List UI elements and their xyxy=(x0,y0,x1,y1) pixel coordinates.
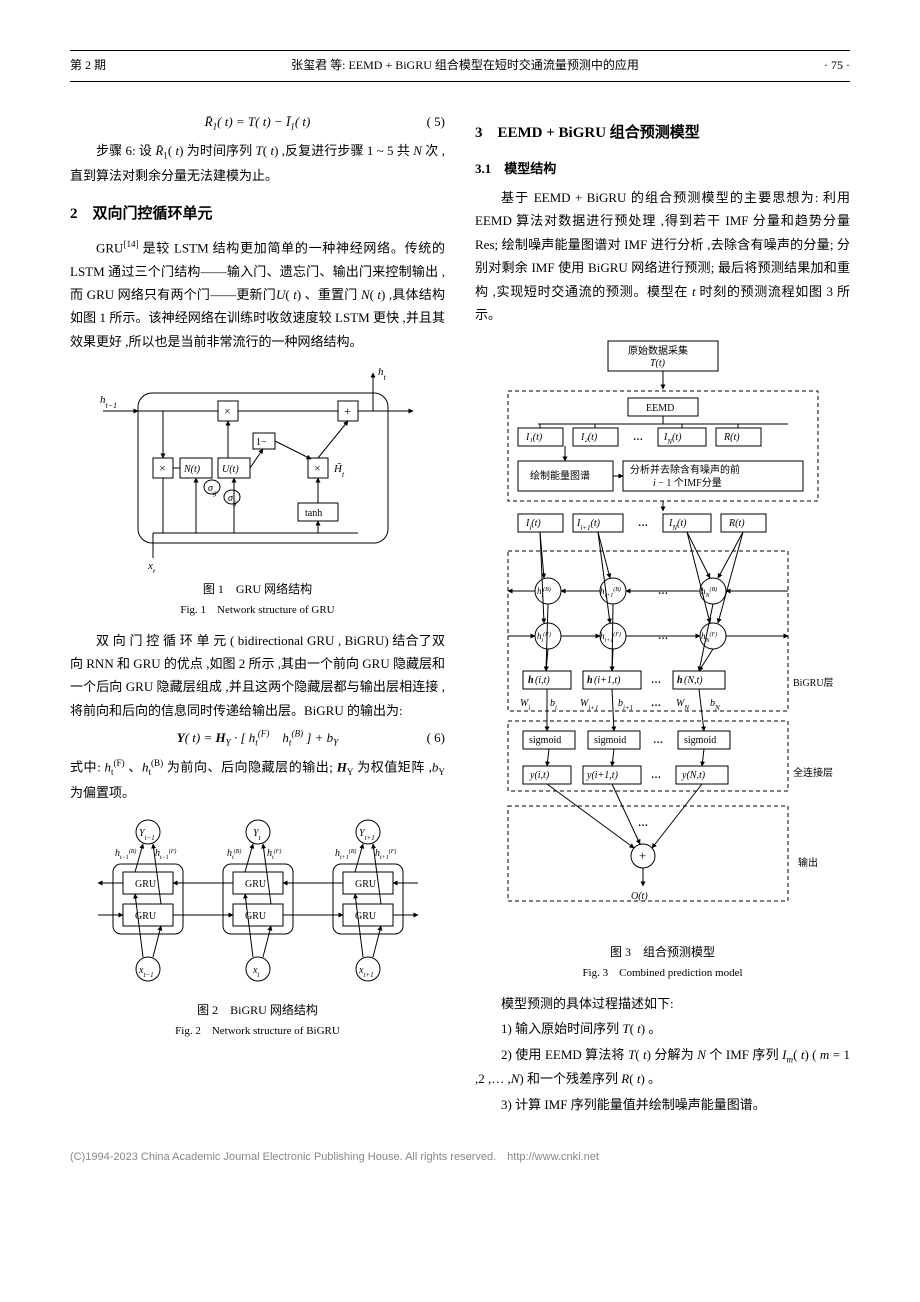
svg-text:…: … xyxy=(633,432,643,443)
svg-text:bi+1: bi+1 xyxy=(618,698,633,712)
svg-text:ht−1: ht−1 xyxy=(100,394,117,410)
svg-text:全连接层: 全连接层 xyxy=(793,766,833,779)
fig1-caption-en: Fig. 1 Network structure of GRU xyxy=(70,601,445,621)
svg-text:U(t): U(t) xyxy=(222,464,239,475)
fig3-svg: 原始数据采集 T(t) EEMD I₁(t) I₂(t) … IN(t) R(t… xyxy=(488,336,838,936)
process-step-3: 3) 计算 IMF 序列能量值并绘制噪声能量图谱。 xyxy=(475,1093,850,1116)
svg-text:ht: ht xyxy=(378,366,387,382)
header-page: · 75 · xyxy=(824,55,850,77)
svg-text:i − 1 个IMF分量: i − 1 个IMF分量 xyxy=(653,477,722,489)
svg-text:×: × xyxy=(314,461,321,475)
header-title: 张玺君 等: EEMD + BiGRU 组合模型在短时交通流量预测中的应用 xyxy=(291,55,639,77)
svg-text:×: × xyxy=(224,404,231,418)
svg-text:σg: σg xyxy=(208,483,217,497)
fig2-svg: Yt−1 Yt Yt+1 ht−1(B) ht−1(F) ht(B) ht(F)… xyxy=(93,814,423,994)
section-2-para-1: GRU[14] 是较 LSTM 结构更加简单的一种神经网络。传统的 LSTM 通… xyxy=(70,236,445,353)
svg-text:…: … xyxy=(653,735,663,746)
svg-text:σg: σg xyxy=(228,493,237,507)
section-2-heading: 2 双向门控循环单元 xyxy=(70,201,445,228)
svg-text:tanh: tanh xyxy=(305,508,322,519)
svg-text:1−: 1− xyxy=(256,437,267,448)
figure-2: Yt−1 Yt Yt+1 ht−1(B) ht−1(F) ht(B) ht(F)… xyxy=(70,814,445,994)
svg-text:(i+1,t): (i+1,t) xyxy=(594,675,621,686)
right-column: 3 EEMD + BiGRU 组合预测模型 3.1 模型结构 基于 EEMD +… xyxy=(475,106,850,1119)
svg-text:…: … xyxy=(638,818,648,829)
svg-text:I₁(t): I₁(t) xyxy=(525,432,543,443)
left-column: R̄1( t) = T( t) − Ī1( t) ( 5) 步骤 6: 设 R̄… xyxy=(70,106,445,1119)
svg-text:ht+1(F): ht+1(F) xyxy=(375,848,396,861)
svg-text:EEMD: EEMD xyxy=(646,403,674,414)
svg-text:BiGRU层: BiGRU层 xyxy=(793,677,834,689)
svg-text:…: … xyxy=(651,675,661,686)
svg-text:输出: 输出 xyxy=(798,856,818,869)
step-6-text: 步骤 6: 设 R̄1( t) 为时间序列 T( t) ,反复进行步骤 1 ~ … xyxy=(70,139,445,187)
svg-text:y(i,t): y(i,t) xyxy=(529,770,550,781)
svg-text:bN: bN xyxy=(710,698,720,712)
svg-text:…: … xyxy=(651,770,661,781)
svg-text:原始数据采集: 原始数据采集 xyxy=(628,344,688,357)
eq6-number: ( 6) xyxy=(427,726,445,749)
svg-text:ht−1(F): ht−1(F) xyxy=(155,848,176,861)
svg-text:h: h xyxy=(528,675,534,686)
svg-text:xt: xt xyxy=(147,560,156,573)
svg-text:×: × xyxy=(159,461,166,475)
svg-text:ht−1(B): ht−1(B) xyxy=(115,848,136,861)
svg-text:N(t): N(t) xyxy=(183,464,201,475)
svg-text:ht+1(B): ht+1(B) xyxy=(335,848,356,861)
fig3-caption-zh: 图 3 组合预测模型 xyxy=(475,942,850,964)
svg-text:GRU: GRU xyxy=(355,879,377,890)
section-3-1-heading: 3.1 模型结构 xyxy=(475,157,850,180)
svg-text:sigmoid: sigmoid xyxy=(594,735,626,746)
svg-text:绘制能量图谱: 绘制能量图谱 xyxy=(530,469,590,482)
svg-text:sigmoid: sigmoid xyxy=(684,735,716,746)
process-intro: 模型预测的具体过程描述如下: xyxy=(475,992,850,1015)
fig2-caption-en: Fig. 2 Network structure of BiGRU xyxy=(70,1022,445,1042)
running-header: 第 2 期 张玺君 等: EEMD + BiGRU 组合模型在短时交通流量预测中… xyxy=(70,50,850,82)
section-2-para-2: 双 向 门 控 循 环 单 元 ( bidirectional GRU , Bi… xyxy=(70,629,445,723)
svg-text:(i,t): (i,t) xyxy=(535,675,550,686)
svg-text:T(t): T(t) xyxy=(650,358,666,369)
fig1-svg: ht−1 × + ht × N(t) U(t) xyxy=(98,363,418,573)
svg-text:I₂(t): I₂(t) xyxy=(580,432,598,443)
svg-text:h: h xyxy=(587,675,593,686)
svg-text:(N,t): (N,t) xyxy=(684,675,703,686)
fig3-caption-en: Fig. 3 Combined prediction model xyxy=(475,964,850,984)
svg-text:…: … xyxy=(651,698,661,709)
fig2-caption-zh: 图 2 BiGRU 网络结构 xyxy=(70,1000,445,1022)
svg-text:ht(B): ht(B) xyxy=(227,848,241,861)
svg-text:…: … xyxy=(638,518,648,529)
section-3-heading: 3 EEMD + BiGRU 组合预测模型 xyxy=(475,120,850,147)
section-3-1-para-1: 基于 EEMD + BiGRU 的组合预测模型的主要思想为: 利用 EEMD 算… xyxy=(475,186,850,326)
page-footer: (C)1994-2023 China Academic Journal Elec… xyxy=(70,1148,850,1168)
svg-text:+: + xyxy=(639,848,646,863)
svg-text:H̃t: H̃t xyxy=(333,462,345,478)
svg-text:y(i+1,t): y(i+1,t) xyxy=(586,770,619,781)
eq5-formula: R̄1( t) = T( t) − Ī1( t) xyxy=(205,114,311,129)
svg-text:+: + xyxy=(344,404,351,418)
svg-text:R(t): R(t) xyxy=(723,432,740,443)
svg-text:R(t): R(t) xyxy=(728,518,745,529)
svg-text:WN: WN xyxy=(676,698,689,712)
svg-text:h: h xyxy=(677,675,683,686)
svg-text:Wi: Wi xyxy=(520,698,530,712)
svg-text:GRU: GRU xyxy=(135,879,157,890)
figure-3: 原始数据采集 T(t) EEMD I₁(t) I₂(t) … IN(t) R(t… xyxy=(475,336,850,936)
svg-text:GRU: GRU xyxy=(245,879,267,890)
process-step-2: 2) 使用 EEMD 算法将 T( t) 分解为 N 个 IMF 序列 Im( … xyxy=(475,1043,850,1091)
eq5-number: ( 5) xyxy=(427,110,445,133)
svg-text:sigmoid: sigmoid xyxy=(529,735,561,746)
figure-1: ht−1 × + ht × N(t) U(t) xyxy=(70,363,445,573)
equation-6: Y( t) = HY · [ ht(F) ht(B) ] + bY ( 6) xyxy=(70,726,445,751)
fig1-caption-zh: 图 1 GRU 网络结构 xyxy=(70,579,445,601)
svg-text:y(N,t): y(N,t) xyxy=(681,770,706,781)
svg-text:Wi+1: Wi+1 xyxy=(580,698,599,712)
header-issue: 第 2 期 xyxy=(70,55,106,77)
section-2-para-3: 式中: ht(F) 、ht(B) 为前向、后向隐藏层的输出; HY 为权值矩阵 … xyxy=(70,755,445,804)
process-step-1: 1) 输入原始时间序列 T( t) 。 xyxy=(475,1017,850,1040)
svg-text:ht(F): ht(F) xyxy=(267,848,281,861)
svg-text:bi: bi xyxy=(550,698,557,712)
svg-text:分析并去除含有噪声的前: 分析并去除含有噪声的前 xyxy=(630,463,740,476)
equation-5: R̄1( t) = T( t) − Ī1( t) ( 5) xyxy=(70,110,445,135)
svg-text:O(t): O(t) xyxy=(631,891,648,902)
